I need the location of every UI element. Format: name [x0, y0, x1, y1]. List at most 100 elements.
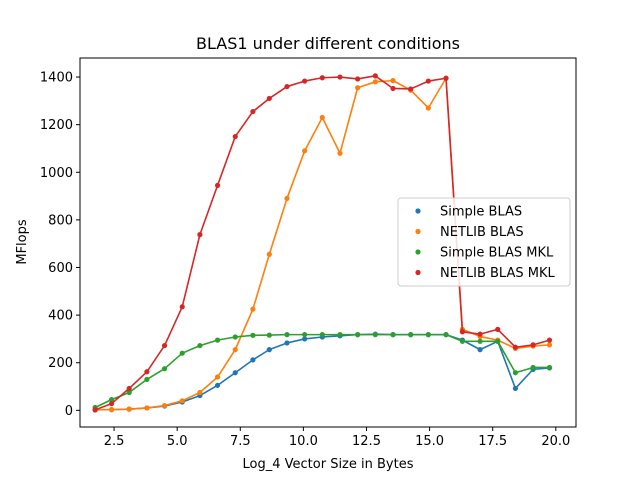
data-point	[250, 306, 256, 312]
x-tick-label: 17.5	[478, 434, 507, 449]
data-point	[232, 370, 238, 376]
data-point	[197, 342, 203, 349]
y-tick-label: 0	[65, 404, 73, 419]
data-point	[302, 336, 308, 342]
data-point	[284, 332, 290, 338]
data-point	[232, 133, 238, 140]
y-tick-label: 1200	[40, 118, 73, 133]
data-point	[337, 150, 343, 156]
data-point	[477, 347, 483, 353]
data-point	[372, 332, 378, 338]
data-point	[512, 370, 519, 376]
data-point	[355, 76, 361, 82]
data-point	[495, 338, 501, 344]
data-point	[319, 75, 325, 81]
data-point	[108, 401, 115, 407]
data-point	[144, 369, 150, 375]
data-point	[546, 337, 553, 343]
data-point	[214, 382, 221, 388]
data-point	[214, 182, 221, 188]
data-point	[319, 114, 325, 121]
data-point	[372, 73, 378, 79]
plot-series	[92, 73, 553, 413]
data-point	[337, 332, 343, 338]
data-point	[372, 79, 378, 85]
chart-title: BLAS1 under different conditions	[196, 34, 460, 53]
data-point	[284, 83, 290, 90]
x-tick-label: 12.5	[352, 434, 381, 449]
y-tick-label: 800	[48, 213, 73, 228]
data-point	[302, 148, 308, 154]
data-point	[266, 251, 272, 258]
data-point	[408, 332, 414, 338]
data-point	[144, 405, 150, 411]
x-tick-label: 7.5	[230, 434, 251, 449]
data-point	[390, 332, 396, 338]
data-point	[179, 350, 185, 356]
data-point	[214, 374, 221, 380]
data-point	[92, 407, 98, 413]
data-point	[477, 331, 483, 337]
legend-marker	[415, 228, 421, 235]
data-point	[495, 326, 501, 332]
data-point	[459, 329, 466, 335]
series-simple-blas-mkl	[92, 332, 553, 411]
data-point	[546, 364, 553, 371]
data-point	[302, 78, 308, 84]
data-point	[250, 332, 256, 338]
series-simple-blas	[92, 331, 553, 413]
data-point	[530, 342, 536, 348]
legend-label: Simple BLAS MKL	[440, 246, 554, 261]
data-point	[512, 344, 519, 350]
data-point	[232, 347, 238, 353]
data-point	[443, 75, 449, 81]
data-point	[355, 85, 361, 91]
data-point	[355, 332, 361, 338]
x-tick-label: 2.5	[104, 434, 125, 449]
data-point	[530, 364, 536, 371]
legend-box	[397, 197, 571, 287]
y-axis: 0 200 400 600 800 1000 1200 1400	[40, 71, 80, 419]
data-point	[214, 337, 221, 343]
legend-marker	[415, 249, 421, 255]
data-point	[266, 347, 272, 353]
data-point	[390, 78, 396, 84]
data-point	[512, 385, 519, 392]
legend-label: NETLIB BLAS MKL	[440, 266, 555, 281]
data-point	[250, 108, 256, 115]
plot-frame	[79, 57, 577, 428]
data-point	[266, 332, 272, 338]
data-point	[459, 338, 466, 344]
data-point	[425, 332, 431, 338]
y-axis-label: MFlops	[15, 219, 30, 265]
data-point	[250, 357, 256, 363]
data-point	[337, 74, 343, 80]
data-point	[126, 389, 132, 396]
data-point	[161, 342, 168, 349]
legend-label: NETLIB BLAS	[440, 225, 524, 240]
data-point	[197, 389, 203, 396]
data-point	[179, 398, 185, 404]
y-tick-label: 1000	[40, 166, 73, 181]
data-point	[302, 332, 308, 338]
data-point	[161, 366, 168, 372]
data-point	[108, 407, 115, 413]
data-point	[425, 105, 431, 111]
x-tick-label: 15.0	[415, 434, 444, 449]
data-point	[266, 95, 272, 102]
data-point	[284, 195, 290, 202]
data-point	[108, 397, 115, 403]
x-tick-label: 5.0	[167, 434, 188, 449]
x-axis: 2.5 5.0 7.5 10.0 12.5 15.0 17.5 20.0	[104, 427, 570, 449]
data-point	[477, 338, 483, 344]
data-point	[126, 406, 132, 412]
y-tick-label: 1400	[40, 71, 73, 86]
data-point	[443, 332, 449, 338]
x-tick-label: 10.0	[289, 434, 318, 449]
y-tick-label: 200	[48, 356, 73, 371]
legend-label: Simple BLAS	[440, 205, 522, 220]
legend-marker	[415, 208, 421, 214]
y-tick-label: 600	[48, 261, 73, 276]
data-point	[126, 385, 132, 392]
